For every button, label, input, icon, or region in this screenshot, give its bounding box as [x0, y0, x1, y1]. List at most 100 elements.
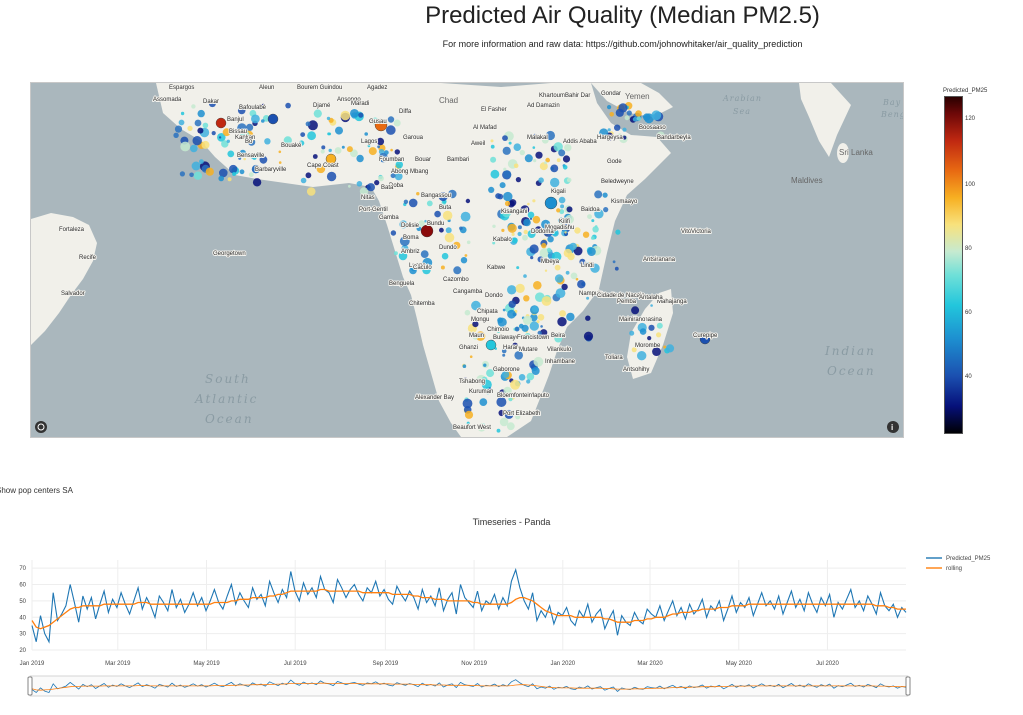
pm25-marker[interactable] [346, 146, 353, 153]
pm25-marker[interactable] [378, 153, 388, 163]
pm25-marker[interactable] [636, 116, 642, 121]
pm25-marker[interactable] [529, 321, 539, 331]
pm25-marker[interactable] [180, 141, 191, 152]
pm25-marker[interactable] [307, 120, 318, 131]
pm25-marker[interactable] [321, 145, 326, 150]
pm25-marker[interactable] [527, 211, 535, 219]
range-slider-right-handle[interactable] [905, 676, 911, 696]
pm25-marker[interactable] [537, 330, 542, 336]
pm25-marker[interactable] [513, 143, 522, 151]
pm25-marker[interactable] [259, 155, 268, 164]
pm25-marker[interactable] [398, 251, 408, 261]
pm25-marker[interactable] [179, 171, 185, 177]
pm25-marker[interactable] [366, 183, 375, 192]
pm25-marker[interactable] [540, 329, 548, 337]
pm25-marker[interactable] [356, 154, 364, 163]
pm25-marker[interactable] [393, 119, 401, 127]
pm25-marker[interactable] [178, 119, 185, 126]
pm25-marker[interactable] [607, 128, 611, 132]
pm25-marker[interactable] [574, 227, 581, 234]
pm25-marker[interactable] [418, 220, 425, 227]
pm25-marker[interactable] [393, 251, 398, 256]
pm25-marker[interactable] [201, 140, 210, 149]
pm25-marker[interactable] [459, 226, 463, 231]
pm25-marker[interactable] [519, 149, 525, 156]
pm25-marker[interactable] [248, 172, 254, 177]
pm25-marker[interactable] [341, 145, 345, 149]
pm25-marker[interactable] [609, 112, 614, 117]
pm25-marker[interactable] [364, 132, 369, 136]
pm25-marker[interactable] [502, 208, 511, 218]
pm25-marker[interactable] [173, 132, 179, 138]
pm25-marker[interactable] [535, 151, 543, 159]
pm25-marker[interactable] [374, 180, 380, 186]
pm25-marker[interactable] [591, 219, 595, 223]
pm25-marker[interactable] [283, 136, 292, 145]
pm25-marker[interactable] [190, 144, 198, 153]
pm25-marker[interactable] [515, 283, 525, 293]
pm25-marker[interactable] [390, 173, 396, 179]
map-canvas[interactable]: South Atlantic Ocean Indian Ocean Arabia… [31, 83, 903, 437]
pm25-marker[interactable] [533, 281, 542, 290]
range-slider[interactable] [27, 675, 911, 697]
pm25-marker[interactable] [267, 113, 279, 125]
pm25-marker[interactable] [469, 355, 473, 359]
pm25-marker[interactable] [566, 312, 575, 322]
pm25-marker[interactable] [545, 130, 556, 141]
pm25-marker[interactable] [559, 310, 566, 317]
pm25-marker[interactable] [481, 379, 492, 390]
pm25-marker[interactable] [550, 177, 560, 188]
pm25-marker[interactable] [227, 150, 235, 158]
pm25-marker[interactable] [503, 167, 507, 171]
pm25-marker[interactable] [218, 175, 224, 182]
pm25-marker[interactable] [174, 125, 183, 133]
pm25-marker[interactable] [541, 136, 549, 144]
pm25-marker[interactable] [387, 116, 395, 123]
pm25-marker[interactable] [656, 131, 665, 140]
pm25-marker[interactable] [460, 257, 468, 264]
pm25-marker[interactable] [557, 317, 567, 327]
pm25-marker[interactable] [525, 335, 530, 340]
pm25-marker[interactable] [420, 224, 434, 238]
pm25-marker[interactable] [537, 314, 545, 321]
pm25-marker[interactable] [532, 215, 541, 224]
pm25-marker[interactable] [532, 146, 536, 149]
pm25-marker[interactable] [561, 283, 568, 291]
pm25-marker[interactable] [217, 133, 226, 142]
pm25-marker[interactable] [434, 210, 441, 218]
pm25-marker[interactable] [504, 200, 511, 207]
pm25-marker[interactable] [316, 164, 326, 174]
pm25-marker[interactable] [192, 136, 202, 146]
pm25-marker[interactable] [468, 344, 473, 349]
pm25-marker[interactable] [516, 266, 520, 270]
pm25-marker[interactable] [521, 324, 529, 332]
pm25-marker[interactable] [499, 417, 509, 427]
pm25-marker[interactable] [541, 242, 547, 249]
legend-label[interactable]: rolling [946, 566, 962, 572]
pm25-marker[interactable] [592, 226, 599, 233]
pm25-marker[interactable] [699, 333, 711, 345]
pm25-marker[interactable] [278, 150, 282, 154]
pm25-marker[interactable] [481, 423, 485, 427]
timeseries-svg[interactable]: 20 30 40 50 60 70 Jan 2019 Mar 2019 May 2019 Jul… [0, 540, 1023, 710]
pm25-marker[interactable] [624, 115, 630, 121]
pm25-marker[interactable] [586, 296, 590, 300]
pm25-marker[interactable] [635, 110, 642, 117]
pm25-marker[interactable] [252, 178, 262, 187]
pm25-marker[interactable] [594, 209, 604, 219]
pm25-marker[interactable] [629, 330, 635, 336]
pm25-marker[interactable] [527, 202, 530, 206]
map-reset-button[interactable] [35, 421, 47, 433]
pm25-marker[interactable] [564, 231, 567, 234]
pm25-marker[interactable] [603, 207, 609, 213]
pm25-marker[interactable] [226, 139, 230, 143]
pm25-marker[interactable] [555, 288, 566, 298]
pm25-marker[interactable] [215, 117, 227, 129]
pm25-marker[interactable] [229, 164, 238, 174]
pm25-marker[interactable] [194, 119, 202, 127]
pm25-marker[interactable] [376, 137, 385, 146]
pm25-marker[interactable] [503, 191, 513, 202]
pm25-marker[interactable] [483, 363, 487, 367]
pm25-marker[interactable] [498, 409, 505, 417]
pm25-marker[interactable] [524, 154, 533, 163]
